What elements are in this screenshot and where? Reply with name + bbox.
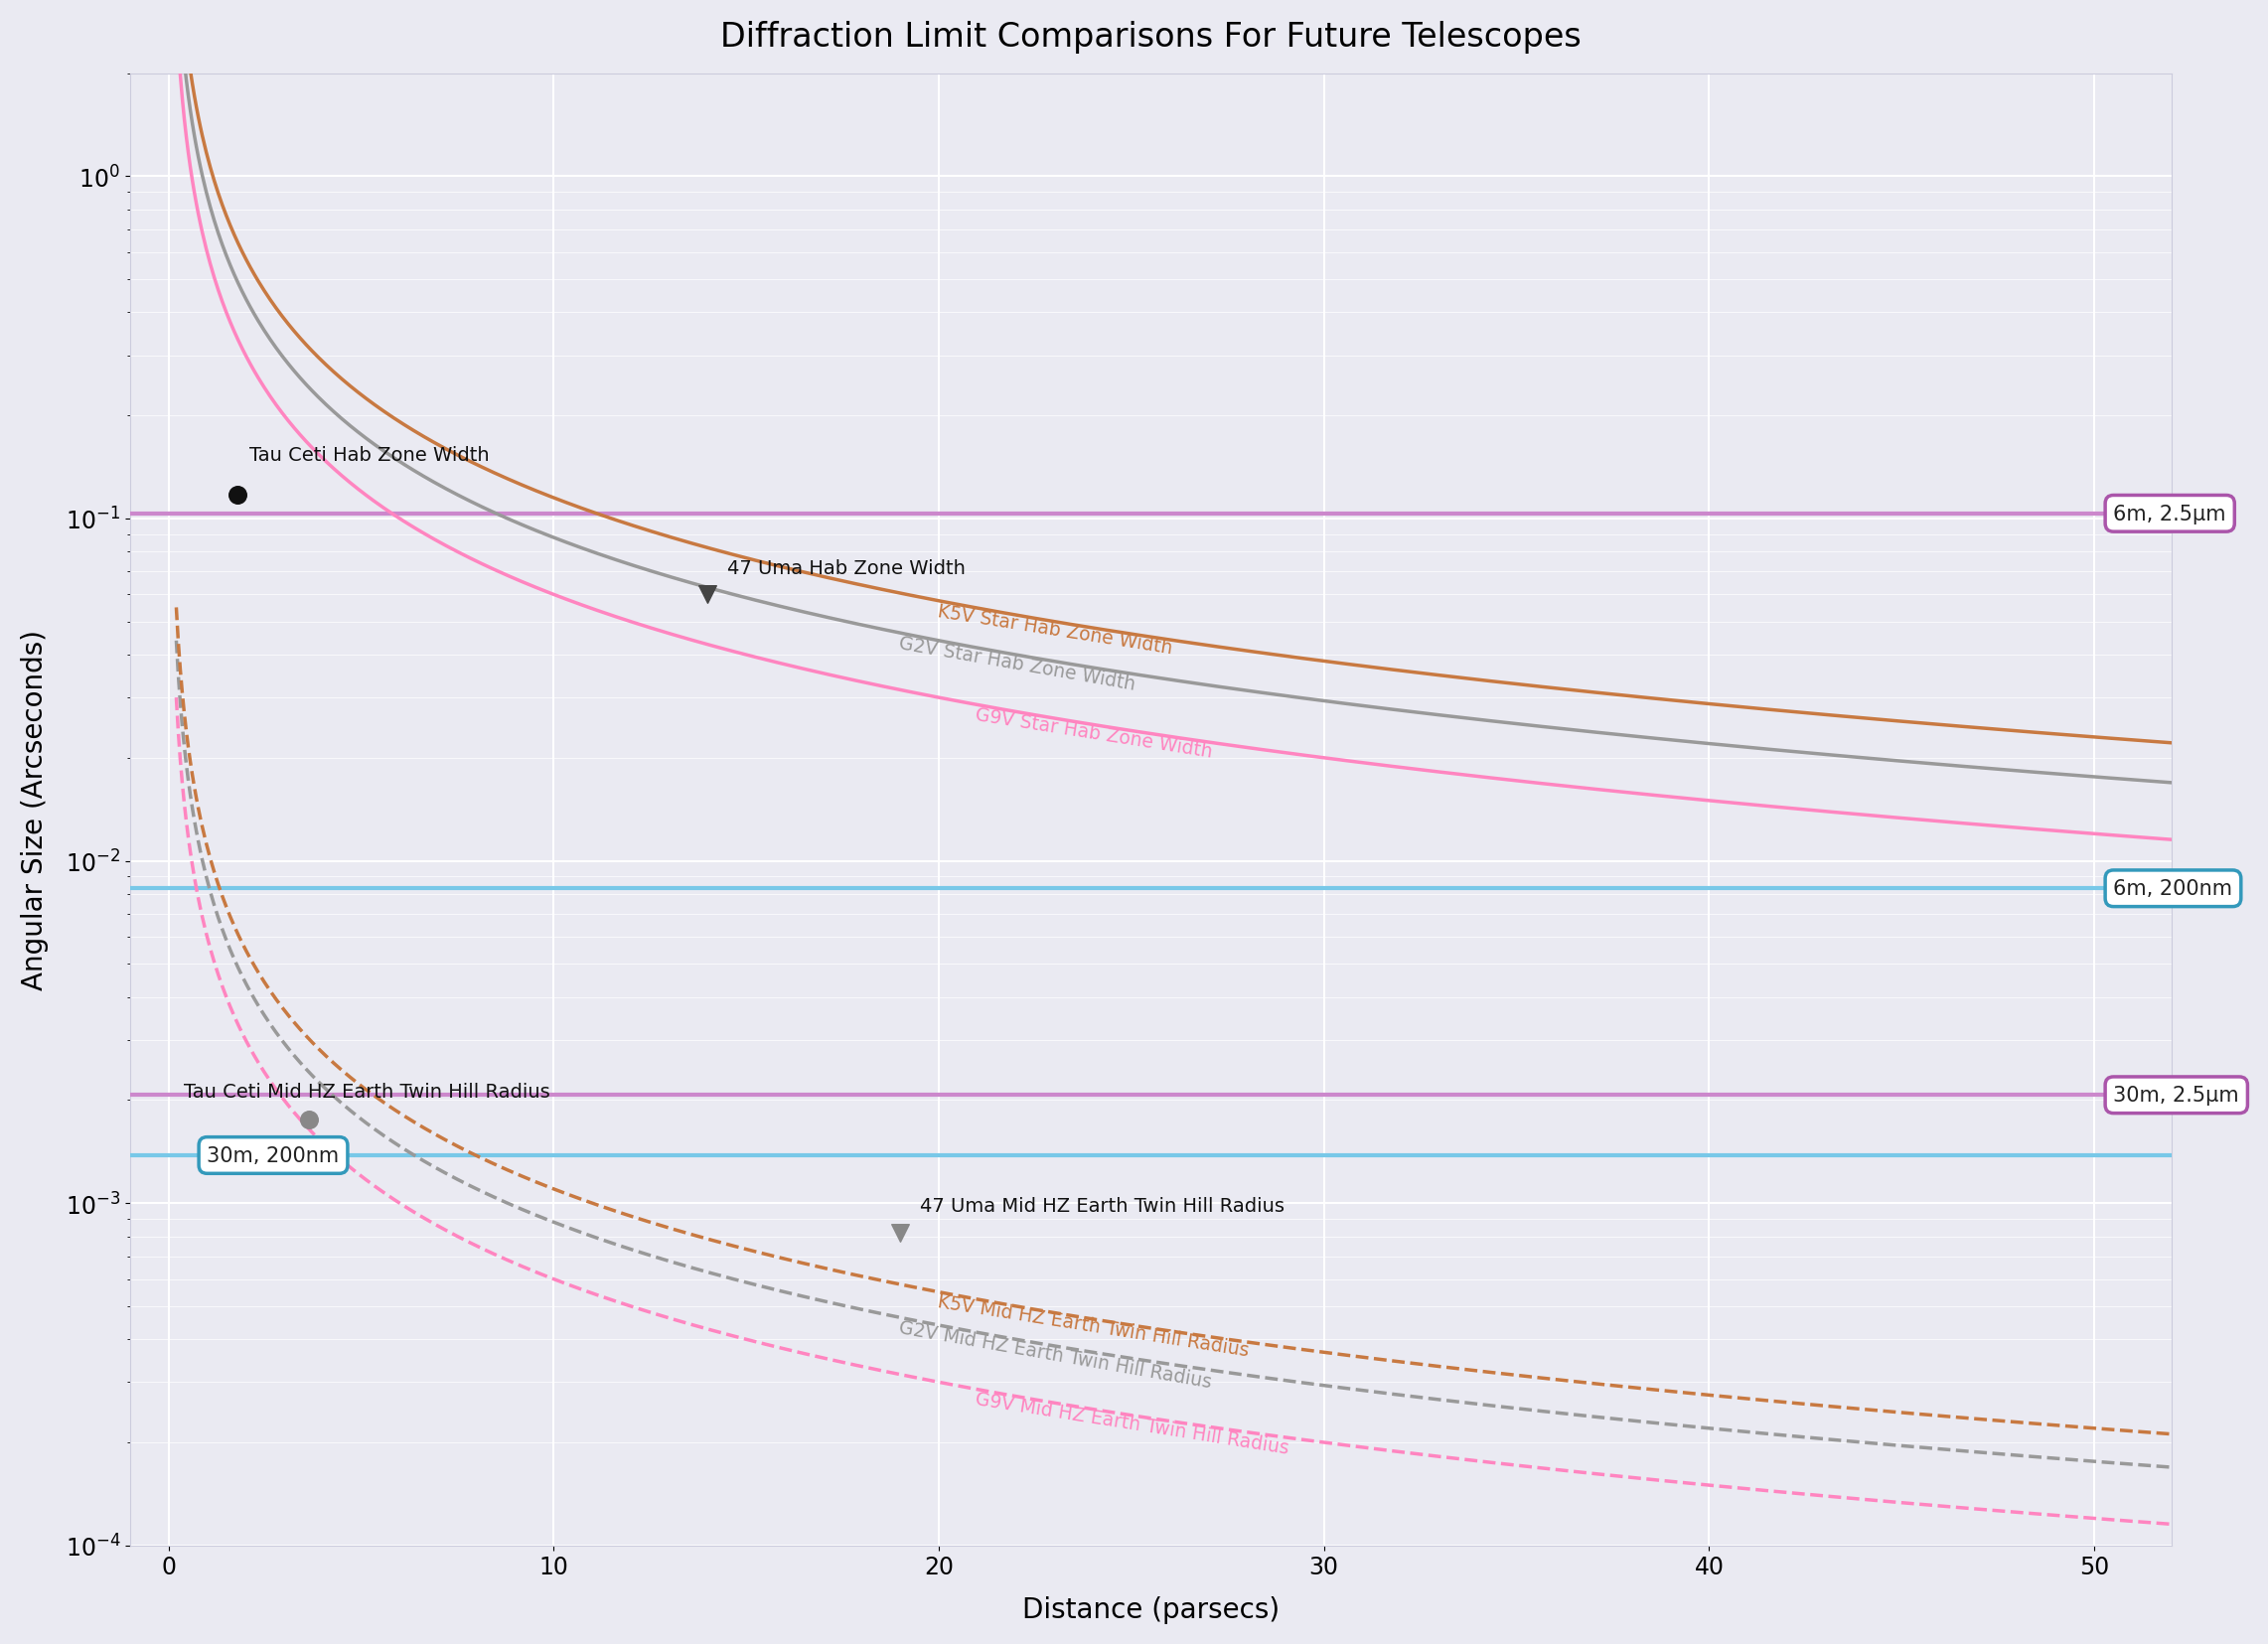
Text: G2V Star Hab Zone Width: G2V Star Hab Zone Width — [898, 633, 1136, 694]
Text: 30m, 200nm: 30m, 200nm — [206, 1146, 340, 1166]
Text: 47 Uma Hab Zone Width: 47 Uma Hab Zone Width — [728, 559, 966, 579]
Text: K5V Star Hab Zone Width: K5V Star Hab Zone Width — [937, 602, 1173, 658]
Y-axis label: Angular Size (Arcseconds): Angular Size (Arcseconds) — [20, 630, 48, 990]
Text: G9V Star Hab Zone Width: G9V Star Hab Zone Width — [975, 705, 1213, 761]
Point — [290, 1106, 327, 1133]
Text: G9V Mid HZ Earth Twin Hill Radius: G9V Mid HZ Earth Twin Hill Radius — [975, 1389, 1290, 1458]
Text: Tau Ceti Mid HZ Earth Twin Hill Radius: Tau Ceti Mid HZ Earth Twin Hill Radius — [184, 1082, 551, 1101]
Text: 30m, 2.5μm: 30m, 2.5μm — [2114, 1085, 2239, 1105]
Point — [220, 483, 256, 510]
Point — [882, 1220, 919, 1246]
Point — [689, 582, 726, 608]
Text: G2V Mid HZ Earth Twin Hill Radius: G2V Mid HZ Earth Twin Hill Radius — [898, 1318, 1213, 1391]
Text: Tau Ceti Hab Zone Width: Tau Ceti Hab Zone Width — [249, 446, 490, 465]
X-axis label: Distance (parsecs): Distance (parsecs) — [1023, 1596, 1279, 1623]
Title: Diffraction Limit Comparisons For Future Telescopes: Diffraction Limit Comparisons For Future… — [721, 21, 1581, 54]
Text: 6m, 200nm: 6m, 200nm — [2114, 880, 2232, 899]
Text: 6m, 2.5μm: 6m, 2.5μm — [2114, 505, 2227, 524]
Text: K5V Mid HZ Earth Twin Hill Radius: K5V Mid HZ Earth Twin Hill Radius — [937, 1292, 1250, 1360]
Text: 47 Uma Mid HZ Earth Twin Hill Radius: 47 Uma Mid HZ Earth Twin Hill Radius — [919, 1197, 1284, 1215]
